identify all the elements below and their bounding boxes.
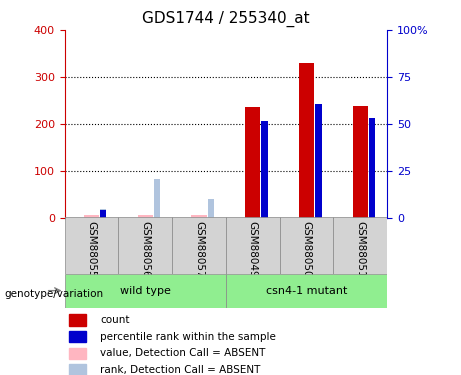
Bar <box>138 215 153 217</box>
Bar <box>100 210 106 218</box>
Bar <box>69 331 86 342</box>
Text: GSM88057: GSM88057 <box>194 221 204 278</box>
Text: value, Detection Call = ABSENT: value, Detection Call = ABSENT <box>100 348 266 358</box>
Text: GSM88049: GSM88049 <box>248 221 258 278</box>
FancyBboxPatch shape <box>172 217 226 274</box>
FancyBboxPatch shape <box>65 274 226 308</box>
FancyBboxPatch shape <box>226 274 387 308</box>
Bar <box>84 215 99 217</box>
FancyBboxPatch shape <box>226 217 280 274</box>
Bar <box>245 107 260 218</box>
Title: GDS1744 / 255340_at: GDS1744 / 255340_at <box>142 11 310 27</box>
Bar <box>100 209 106 218</box>
FancyBboxPatch shape <box>118 217 172 274</box>
Bar <box>261 122 268 218</box>
FancyBboxPatch shape <box>280 217 333 274</box>
Bar <box>69 314 86 326</box>
Bar <box>353 106 368 218</box>
Bar <box>207 199 214 217</box>
Bar <box>69 364 86 375</box>
Text: GSM88055: GSM88055 <box>86 221 96 278</box>
FancyBboxPatch shape <box>65 217 118 274</box>
Text: GSM88051: GSM88051 <box>355 221 366 278</box>
Text: GSM88056: GSM88056 <box>140 221 150 278</box>
Text: genotype/variation: genotype/variation <box>5 290 104 299</box>
Text: count: count <box>100 315 130 325</box>
Text: rank, Detection Call = ABSENT: rank, Detection Call = ABSENT <box>100 365 260 375</box>
Text: percentile rank within the sample: percentile rank within the sample <box>100 332 276 342</box>
Bar <box>369 118 375 218</box>
Bar <box>299 63 314 217</box>
Bar <box>191 215 207 217</box>
Text: csn4-1 mutant: csn4-1 mutant <box>266 286 347 296</box>
FancyBboxPatch shape <box>333 217 387 274</box>
Bar <box>154 179 160 218</box>
Text: GSM88050: GSM88050 <box>301 221 312 278</box>
Bar <box>315 104 322 218</box>
Text: wild type: wild type <box>120 286 171 296</box>
Bar <box>69 348 86 359</box>
